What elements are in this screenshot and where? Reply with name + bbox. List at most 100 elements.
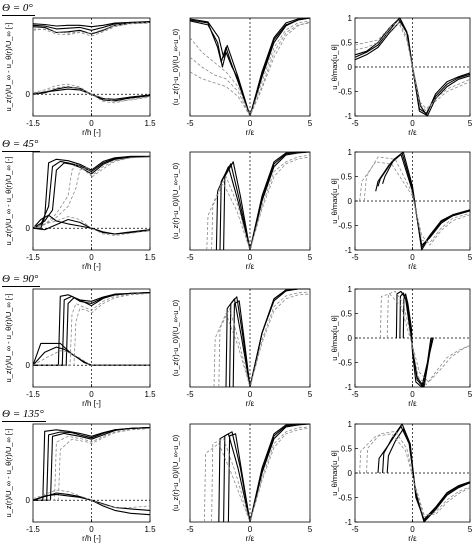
- x-tick-label: 5: [308, 253, 313, 262]
- y-tick-label: -1: [345, 246, 353, 255]
- y-tick-label: 0: [26, 361, 31, 370]
- series-line-8: [33, 216, 150, 236]
- x-tick-label: 1.5: [144, 119, 156, 128]
- row-label-theta-135: Θ = 135°: [2, 408, 46, 422]
- x-axis-label: r/h [-]: [82, 534, 101, 543]
- panel-row1-col3: -5 0 5 -1 -0.5 0 0.5 1 r/ε u_θ/max[u_θ]: [330, 14, 473, 137]
- x-axis-label: r/ε: [246, 262, 255, 271]
- x-tick-label: -5: [351, 119, 359, 128]
- y-tick-label: 0: [26, 90, 31, 99]
- series-line-7: [33, 346, 150, 366]
- y-axis-label: (u_z(r)-u_0)/(U_∞-u_0): [171, 28, 180, 105]
- series-line-7: [33, 214, 150, 235]
- x-tick-label: 5: [308, 390, 313, 399]
- x-tick-label: 0: [410, 525, 415, 534]
- series-line-4: [386, 290, 470, 386]
- y-tick-label: 1: [348, 148, 353, 157]
- series-line-1: [33, 21, 150, 35]
- series-line-3: [33, 427, 150, 501]
- x-axis-label: r/ε: [408, 534, 417, 543]
- series-line-1: [33, 155, 150, 229]
- x-tick-label: 0: [248, 525, 253, 534]
- x-tick-label: -5: [186, 253, 194, 262]
- y-tick-label: 0: [348, 334, 353, 343]
- y-axis-label: (u_z(r)-u_0)/(U_∞-u_0): [171, 162, 180, 239]
- y-axis-label: (u_z(r)-u_0)/(U_∞-u_0): [171, 299, 180, 376]
- series-line-7: [33, 88, 150, 100]
- x-axis-label: r/h [-]: [82, 128, 101, 137]
- panel-row2-col3: -5 0 5 -1 -0.5 0 0.5 1 r/ε u_θ/max[u_θ]: [330, 148, 473, 271]
- y-axis-label: u_θ/max[u_θ]: [330, 315, 339, 360]
- y-tick-label: 0.5: [341, 445, 353, 454]
- series-line-3: [386, 428, 470, 521]
- panel-row1-col1: -1.5 0 1.50r/h [-]u_z(r)/U_∞ - u_θ(r)/U_∞ …: [4, 17, 156, 137]
- y-axis-label: u_z(r)/U_∞ - u_θ(r)/U_∞ [-]: [4, 293, 13, 382]
- series-line-5: [204, 427, 310, 523]
- series-line-7: [33, 493, 150, 511]
- panel-row3-col3: -5 0 5 -1 -0.5 0 0.5 1 r/ε u_θ/max[u_θ]: [330, 285, 473, 408]
- panel-row3-col2: -5 0 5 r/ε (u_z(r)-u_0)/(U_∞-u_0): [171, 288, 313, 408]
- y-tick-label: -1: [345, 383, 353, 392]
- row-label-theta-90: Θ = 90°: [2, 273, 41, 287]
- panel-row4-col2: -5 0 5 r/ε (u_z(r)-u_0)/(U_∞-u_0): [171, 423, 313, 543]
- y-tick-label: -0.5: [338, 222, 352, 231]
- series-line-5: [33, 428, 150, 501]
- series-line-3: [402, 293, 432, 388]
- series-line-1: [190, 17, 310, 117]
- x-tick-label: 1.5: [144, 525, 156, 534]
- y-tick-label: 0: [26, 496, 31, 505]
- y-tick-label: 0: [348, 197, 353, 206]
- y-tick-label: -0.5: [338, 359, 352, 368]
- y-tick-label: 1: [348, 285, 353, 294]
- series-line-5: [359, 161, 470, 246]
- series-line-5: [379, 293, 470, 383]
- series-line-3: [227, 423, 310, 523]
- x-tick-label: 0: [410, 253, 415, 262]
- x-tick-label: 0: [89, 525, 94, 534]
- x-axis-label: r/h [-]: [82, 399, 101, 408]
- series-line-2: [33, 155, 150, 229]
- series-line-6: [190, 21, 310, 117]
- y-tick-label: 0: [348, 469, 353, 478]
- panel-row4-col3: -5 0 5 -1 -0.5 0 0.5 1 r/ε u_θ/max[u_θ]: [330, 420, 473, 543]
- x-tick-label: 5: [468, 119, 473, 128]
- series-line-1: [377, 425, 470, 523]
- series-line-3: [33, 292, 150, 366]
- x-tick-label: 0: [248, 119, 253, 128]
- y-tick-label: -1: [345, 518, 353, 527]
- y-tick-label: -0.5: [338, 88, 352, 97]
- y-tick-label: 0: [26, 224, 31, 233]
- x-axis-label: r/h [-]: [82, 262, 101, 271]
- x-axis-label: r/ε: [246, 128, 255, 137]
- series-line-1: [225, 288, 310, 388]
- series-line-5: [33, 22, 150, 34]
- series-line-4: [366, 430, 470, 518]
- series-line-3: [382, 151, 470, 251]
- series-line-4: [218, 291, 310, 388]
- series-line-2: [190, 17, 310, 117]
- x-tick-label: 5: [308, 119, 313, 128]
- x-tick-label: 0: [248, 253, 253, 262]
- x-tick-label: -5: [351, 390, 359, 399]
- series-line-4: [211, 154, 310, 251]
- panel-row2-col2: -5 0 5 r/ε (u_z(r)-u_0)/(U_∞-u_0): [171, 151, 313, 271]
- x-tick-label: -5: [351, 525, 359, 534]
- x-tick-label: -5: [186, 390, 194, 399]
- series-line-3: [223, 151, 310, 251]
- y-tick-label: 0.5: [341, 173, 353, 182]
- series-line-4: [33, 156, 150, 229]
- series-line-3: [190, 17, 310, 117]
- series-line-5: [33, 156, 150, 229]
- panel-row1-col2: -5 0 5 r/ε (u_z(r)-u_0)/(U_∞-u_0): [171, 17, 313, 137]
- series-line-5: [359, 433, 470, 515]
- series-line-3: [33, 155, 150, 229]
- y-axis-label: u_θ/max[u_θ]: [330, 178, 339, 223]
- series-line-2: [377, 152, 470, 249]
- x-tick-label: -1.5: [26, 253, 40, 262]
- x-tick-label: 5: [468, 525, 473, 534]
- row-label-theta-45: Θ = 45°: [2, 138, 41, 152]
- y-axis-label: u_θ/max[u_θ]: [330, 450, 339, 495]
- x-tick-label: 1.5: [144, 390, 156, 399]
- y-axis-label: u_z(r)/U_∞ - u_θ(r)/U_∞ [-]: [4, 156, 13, 245]
